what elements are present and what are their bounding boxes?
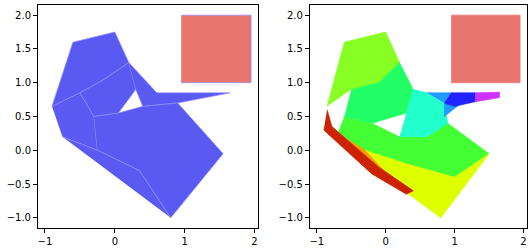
svg-text:−1.0: −1.0 bbox=[7, 212, 31, 223]
svg-text:1.5: 1.5 bbox=[287, 43, 303, 54]
svg-text:−1: −1 bbox=[38, 236, 53, 247]
svg-text:−1: −1 bbox=[309, 236, 324, 247]
svg-text:1.0: 1.0 bbox=[287, 77, 303, 88]
svg-text:0: 0 bbox=[383, 236, 389, 247]
svg-text:2: 2 bbox=[251, 236, 257, 247]
svg-text:0.5: 0.5 bbox=[15, 111, 31, 122]
svg-text:2.0: 2.0 bbox=[287, 10, 303, 21]
svg-text:1: 1 bbox=[182, 236, 188, 247]
svg-text:0.0: 0.0 bbox=[287, 145, 303, 156]
svg-text:1.5: 1.5 bbox=[15, 43, 31, 54]
svg-text:0: 0 bbox=[112, 236, 118, 247]
svg-text:2: 2 bbox=[520, 236, 526, 247]
svg-text:0.0: 0.0 bbox=[15, 145, 31, 156]
svg-text:2.0: 2.0 bbox=[15, 10, 31, 21]
svg-text:0.5: 0.5 bbox=[287, 111, 303, 122]
svg-text:−0.5: −0.5 bbox=[7, 179, 31, 190]
svg-text:1: 1 bbox=[451, 236, 457, 247]
svg-text:1.0: 1.0 bbox=[15, 77, 31, 88]
svg-text:−0.5: −0.5 bbox=[279, 179, 303, 190]
svg-text:−1.0: −1.0 bbox=[279, 212, 303, 223]
